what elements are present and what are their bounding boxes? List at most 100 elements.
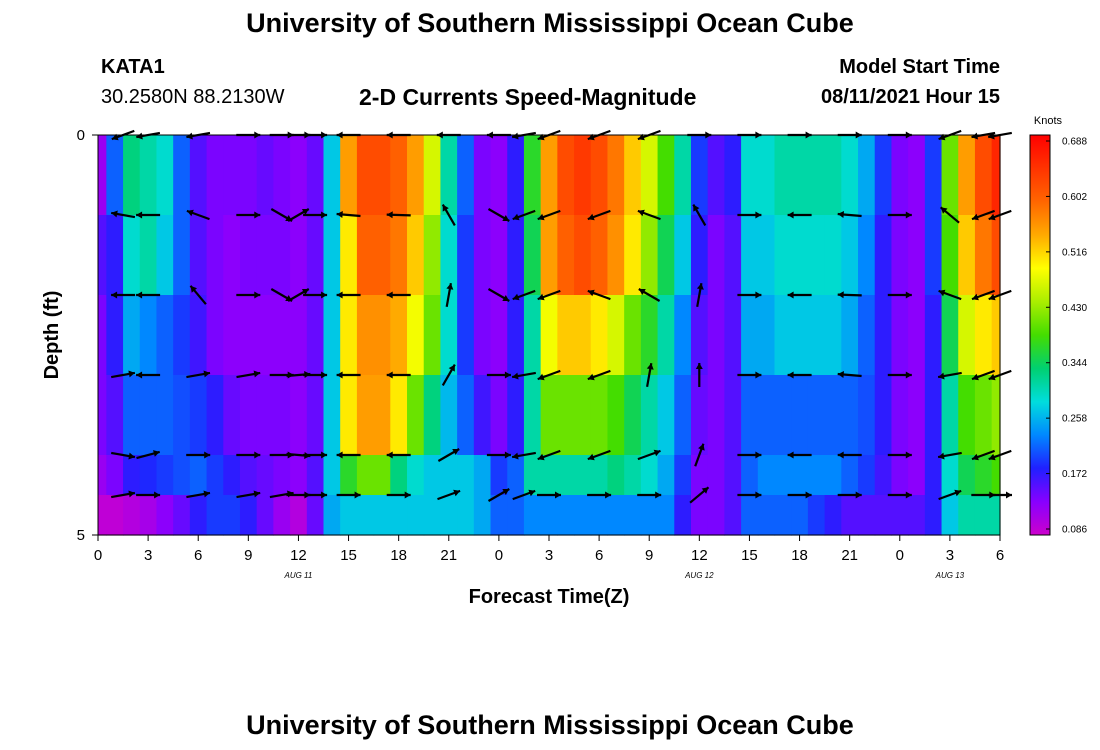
current-vector — [386, 451, 411, 459]
heatmap-cell — [557, 455, 575, 496]
vector-head — [537, 213, 545, 221]
heatmap-cell — [540, 375, 558, 456]
current-vector — [512, 209, 536, 221]
heatmap-cells — [98, 135, 1001, 536]
heatmap-cell — [290, 375, 308, 456]
heatmap-cell — [924, 135, 943, 216]
heatmap-cell — [657, 215, 675, 296]
date-label: AUG 11 — [284, 571, 313, 580]
current-vector — [441, 364, 456, 386]
heatmap-cell — [874, 295, 893, 376]
heatmap-cell — [340, 295, 358, 376]
heatmap-cell — [924, 495, 943, 536]
heatmap-cell — [824, 215, 842, 296]
vector-head — [905, 291, 912, 299]
vector-head — [938, 372, 945, 380]
heatmap-cell — [139, 495, 158, 536]
heatmap-cell — [156, 215, 174, 296]
vector-head — [537, 453, 545, 461]
current-vector — [236, 490, 261, 499]
heatmap-cell — [724, 215, 742, 296]
heatmap-cell — [574, 495, 592, 536]
heatmap-cell — [340, 215, 358, 296]
heatmap-cell — [390, 215, 408, 296]
heatmap-cell — [206, 135, 224, 216]
current-vector — [111, 490, 136, 499]
heatmap-cell — [98, 135, 107, 216]
current-vector — [587, 369, 611, 381]
heatmap-cell — [98, 455, 107, 496]
heatmap-cell — [290, 455, 308, 496]
current-vector — [303, 211, 328, 219]
colorbar-tick-label: 0.172 — [1062, 469, 1087, 480]
current-vector — [787, 211, 812, 219]
heatmap-cell — [741, 375, 759, 456]
heatmap-cell — [574, 135, 592, 216]
heatmap-cell — [757, 375, 776, 456]
current-vector — [692, 204, 707, 226]
heatmap-cell — [908, 455, 926, 496]
heatmap-cell — [457, 295, 475, 376]
heatmap-cell — [523, 135, 542, 216]
heatmap-cell — [557, 135, 575, 216]
vector-head — [695, 363, 703, 369]
heatmap-cell — [306, 495, 325, 536]
vector-head — [190, 285, 197, 293]
heatmap-cell — [457, 135, 475, 216]
heatmap-cell — [290, 495, 308, 536]
heatmap-cell — [490, 295, 508, 376]
current-vector — [111, 451, 136, 460]
current-vector — [737, 211, 762, 219]
heatmap-cell — [674, 215, 692, 296]
heatmap-cell — [273, 455, 291, 496]
heatmap-cell — [624, 455, 642, 496]
x-tick-label: 18 — [390, 547, 407, 564]
current-vector — [236, 291, 261, 299]
current-vector — [486, 371, 511, 379]
heatmap-cell — [139, 215, 158, 296]
current-vector — [971, 209, 995, 221]
colorbar-tick-label: 0.516 — [1062, 247, 1087, 258]
heatmap-cell — [674, 495, 692, 536]
heatmap-cell — [757, 455, 776, 496]
heatmap-cell — [156, 375, 174, 456]
y-tick-label: 0 — [77, 127, 85, 144]
x-tick-label: 15 — [340, 547, 357, 564]
heatmap-cell — [98, 495, 107, 536]
current-vector — [512, 289, 536, 301]
heatmap-cell — [724, 375, 742, 456]
heatmap-cell — [908, 295, 926, 376]
vector-head — [988, 293, 996, 301]
heatmap-cell — [273, 495, 291, 536]
heatmap-cell — [607, 455, 625, 496]
vector-head — [905, 491, 912, 499]
heatmap-cell — [156, 495, 174, 536]
vector-head — [453, 489, 461, 497]
current-vector — [512, 489, 536, 501]
heatmap-cell — [557, 495, 575, 536]
heatmap-cell — [908, 375, 926, 456]
vector-head — [905, 211, 912, 219]
heatmap-cell — [256, 455, 274, 496]
current-vector — [136, 211, 161, 219]
heatmap-cell — [106, 375, 124, 456]
heatmap-cell — [640, 455, 659, 496]
heatmap-cell — [640, 375, 659, 456]
vector-head — [587, 453, 595, 461]
heatmap-cell — [991, 375, 1001, 456]
vector-head — [128, 370, 135, 378]
current-vector — [303, 371, 328, 379]
heatmap-cell — [507, 375, 525, 456]
heatmap-cell — [173, 375, 191, 456]
current-vector — [136, 450, 160, 460]
heatmap-cell — [106, 215, 124, 296]
heatmap-cell — [590, 215, 609, 296]
heatmap-cell — [189, 495, 208, 536]
vector-head — [321, 211, 328, 219]
current-vector — [336, 211, 361, 218]
vector-head — [502, 215, 510, 221]
heatmap-cell — [423, 135, 442, 216]
current-vector — [186, 490, 211, 499]
vector-head — [638, 289, 646, 295]
heatmap-cell — [473, 455, 492, 496]
